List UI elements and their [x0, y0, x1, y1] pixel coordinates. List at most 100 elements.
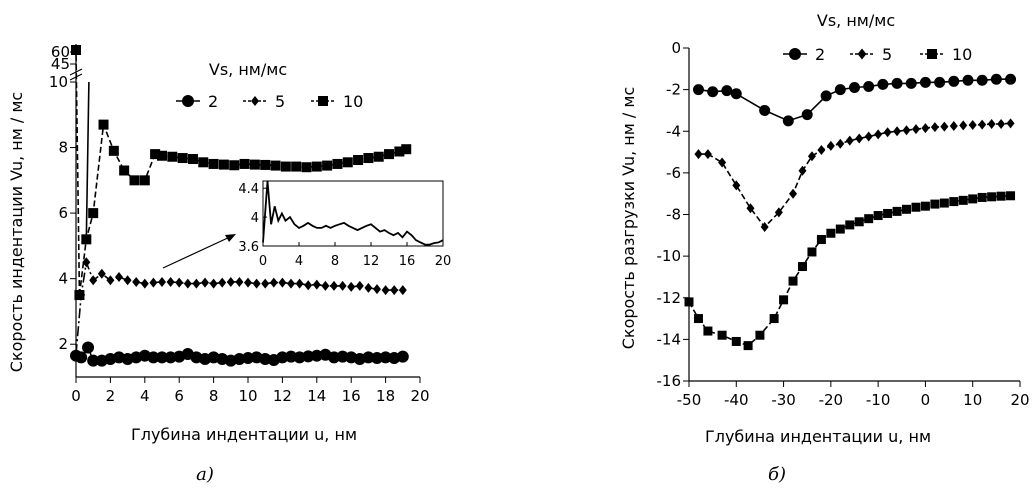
chart-a-point-5: [269, 277, 278, 288]
chart-a-point-2: [396, 350, 409, 363]
chart-a-point-10: [394, 146, 405, 157]
chart-a-point-5: [175, 277, 184, 288]
chart-a-y-tick-label: 2: [58, 335, 68, 353]
chart-a-point-5: [209, 278, 218, 289]
chart-b-legend-label-10: 10: [952, 45, 972, 64]
chart-a-point-10: [249, 159, 260, 170]
chart-a-point-2: [302, 350, 315, 363]
chart-b-y-tick-label: -8: [666, 206, 681, 224]
chart-a-point-5: [338, 280, 347, 291]
chart-a-point-5: [304, 280, 313, 291]
chart-b-y-tick-label: -10: [657, 247, 682, 265]
chart-a-point-2: [276, 351, 289, 364]
chart-a-point-2: [328, 351, 340, 364]
chart-a-point-5: [82, 257, 91, 268]
chart-a-legend-label-2: 2: [208, 92, 218, 111]
chart-a-point-5: [398, 285, 407, 296]
chart-b-x-tick-label: 0: [921, 391, 931, 409]
chart-b-legend-title: Vs, нм/мс: [817, 11, 895, 30]
chart-a-y-tick-label: 6: [58, 204, 68, 222]
chart-b-legend-marker-10: [927, 49, 937, 59]
chart-a-point-5: [381, 285, 390, 296]
chart-b-caption: б): [768, 464, 786, 485]
chart-a-point-5: [192, 278, 201, 289]
chart-a-point-10: [218, 159, 229, 170]
chart-a-point-5: [287, 278, 295, 289]
chart-a-point-10: [301, 162, 312, 173]
chart-a-point-10: [363, 153, 374, 164]
chart-a-point-10: [270, 160, 281, 171]
chart-a-point-2: [242, 351, 254, 364]
chart-b-point-2: [801, 109, 813, 121]
chart-a-inset-x-tick-label: 4: [295, 254, 303, 269]
chart-b-point-10: [911, 202, 921, 212]
chart-a-inset-y-tick-label: 3.6: [238, 240, 259, 255]
chart-a-x-tick-label: 2: [106, 387, 116, 405]
chart-a-point-5: [235, 276, 244, 287]
chart-b-point-2: [834, 84, 846, 96]
chart-b-ylabel: Скорость разгрузки Vu, нм / мс: [619, 87, 638, 350]
chart-a-x-tick-label: 4: [140, 387, 150, 405]
chart-a-point-5: [355, 280, 364, 291]
chart-a-point-10: [332, 158, 343, 169]
chart-a-point-5: [115, 272, 123, 283]
chart-a-point-10: [177, 153, 188, 164]
chart-a-point-10: [229, 160, 240, 171]
chart-b-x-tick-label: -20: [819, 391, 844, 409]
chart-b-point-5: [978, 119, 987, 130]
chart-b-point-10: [835, 224, 845, 234]
chart-b-point-2: [905, 77, 917, 89]
chart-a-point-2: [379, 351, 392, 364]
chart-b-point-2: [820, 90, 832, 102]
chart-a-point-10-top: [71, 45, 81, 55]
chart-a-point-5: [149, 277, 158, 288]
chart-b-point-5: [902, 125, 911, 136]
chart-a-x-tick-label: 8: [209, 387, 219, 405]
chart-a-x-tick-label: 10: [238, 387, 257, 405]
chart-b-point-10: [864, 214, 874, 224]
chart-b-point-2: [721, 85, 733, 97]
chart-a-point-5: [166, 276, 175, 287]
chart-b-point-10: [939, 198, 949, 208]
chart-a-x-tick-label: 6: [174, 387, 184, 405]
chart-a-point-2: [285, 350, 297, 363]
chart-a-point-2: [156, 351, 168, 364]
chart-b-legend-marker-2: [789, 48, 801, 60]
chart-b-point-5: [864, 131, 873, 142]
chart-b-x-tick-label: 20: [1010, 391, 1029, 409]
chart-a-point-2: [336, 350, 349, 363]
chart-b-point-10: [826, 228, 836, 238]
chart-b-point-10: [797, 262, 807, 272]
chart-a-inset-x-tick-label: 8: [331, 254, 339, 269]
chart-a-point-5: [201, 277, 209, 288]
chart-a-point-10: [291, 161, 302, 172]
chart-a-inset-y-tick-label: 4: [251, 211, 259, 226]
chart-b-point-10: [854, 217, 864, 227]
chart-a-point-2: [87, 354, 100, 367]
chart-a-point-2: [82, 341, 95, 354]
chart-b-y-tick-label: -14: [657, 330, 682, 348]
chart-b-point-10: [788, 276, 798, 286]
chart-a-ylabel: Скорость индентации Vu, нм / мс: [7, 92, 26, 372]
chart-a-inset-x-tick-label: 0: [259, 254, 267, 269]
chart-b-point-10: [1006, 191, 1016, 201]
chart-b-legend-marker-5: [857, 48, 867, 60]
chart-b-point-10: [968, 194, 978, 204]
chart-b-point-2: [919, 76, 931, 88]
chart-b-series-line-10: [688, 195, 1011, 347]
chart-b-point-2: [891, 77, 903, 89]
chart-a-series-10-spike: [75, 49, 81, 296]
chart-a-point-5: [252, 278, 261, 289]
chart-b-point-5: [911, 124, 920, 135]
chart-b-point-2: [707, 86, 719, 98]
chart-a-point-10: [208, 158, 219, 169]
chart-b-point-5: [845, 135, 854, 146]
chart-b-point-10: [902, 204, 912, 214]
chart-a-x-tick-label: 0: [71, 387, 81, 405]
chart-b-point-5: [893, 126, 902, 137]
chart-b-point-10: [873, 211, 883, 221]
chart-b-point-10: [892, 206, 902, 216]
chart-a-point-10: [401, 144, 412, 155]
